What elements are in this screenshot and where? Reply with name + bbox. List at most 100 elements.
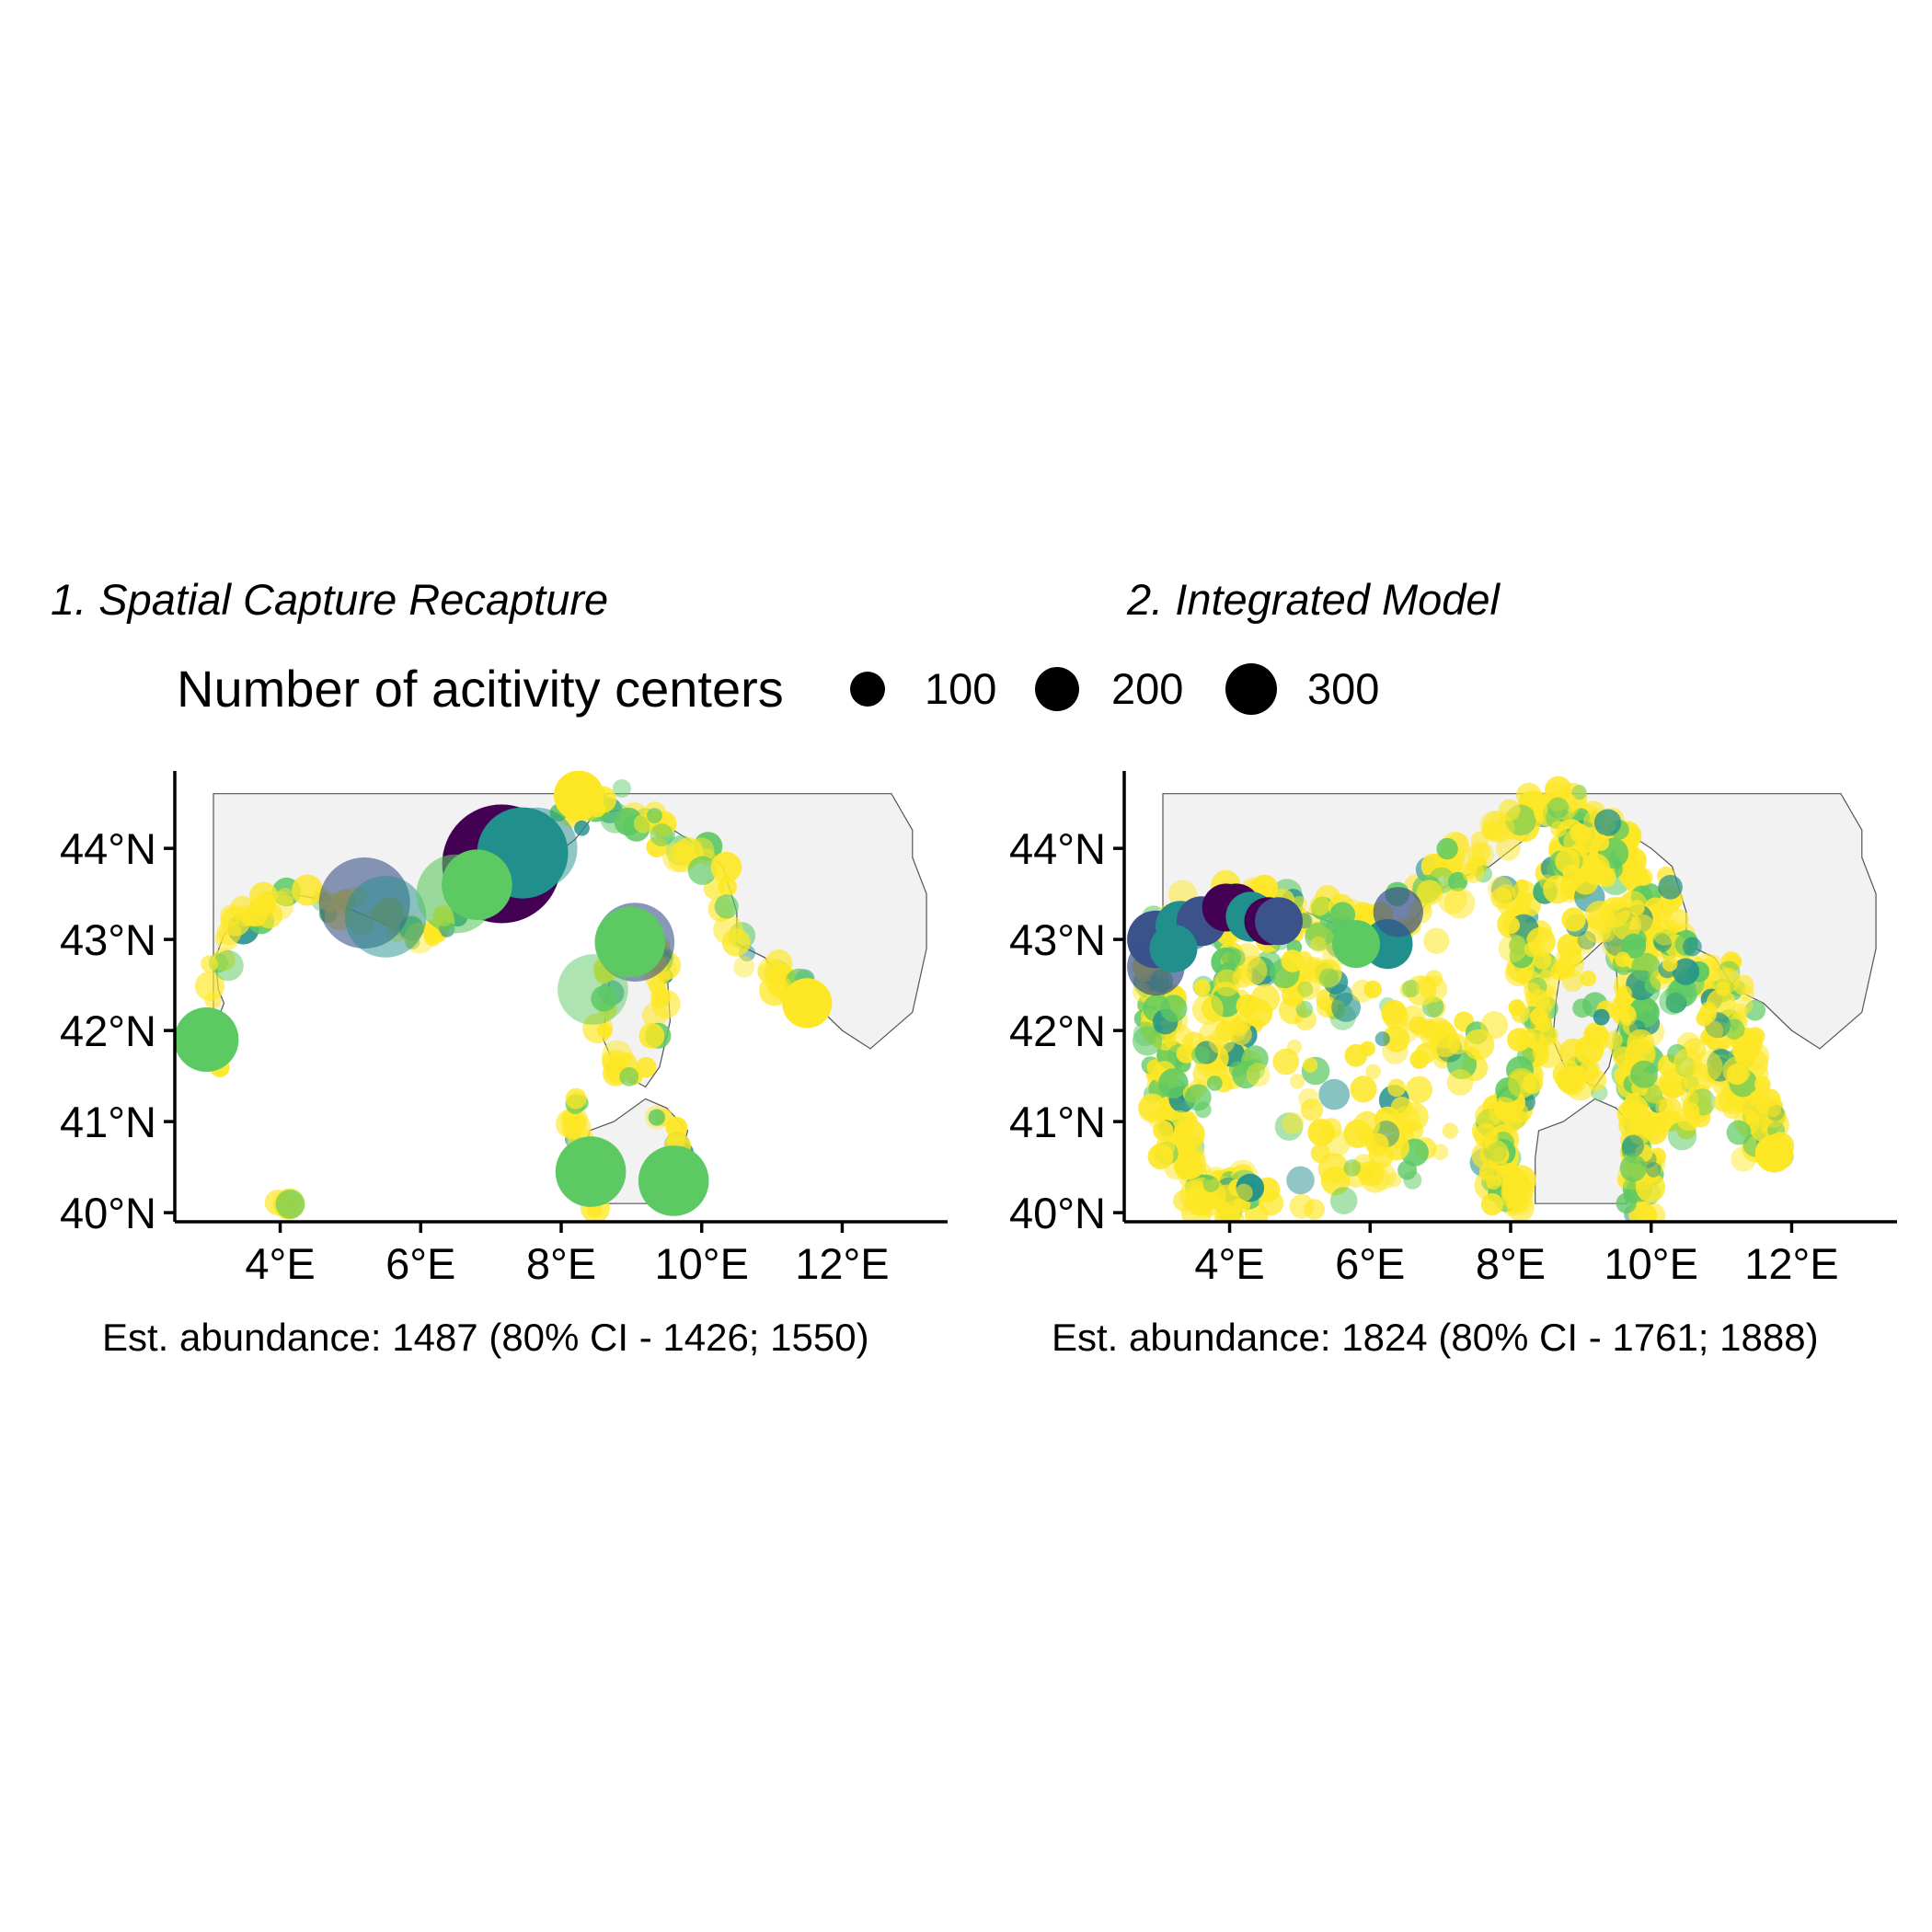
- activity-center-point: [1318, 1078, 1350, 1110]
- activity-center-point: [1692, 1051, 1723, 1082]
- y-tick-label: 40°N: [1009, 1189, 1106, 1237]
- y-tick-label: 44°N: [1009, 824, 1106, 873]
- activity-center-point: [1698, 1005, 1718, 1024]
- activity-center-point: [1443, 888, 1476, 919]
- legend-key-200: [1035, 667, 1079, 711]
- activity-center-point: [1416, 880, 1443, 906]
- activity-center-point: [1214, 1203, 1240, 1222]
- activity-center-point: [1507, 1028, 1531, 1052]
- activity-center-point: [1533, 951, 1552, 970]
- legend-title: Number of acitivity centers: [177, 660, 784, 718]
- activity-center-point: [1532, 1037, 1564, 1068]
- activity-center-point: [666, 1130, 686, 1149]
- activity-center-point: [1724, 1018, 1745, 1041]
- activity-center-point: [1495, 835, 1521, 861]
- activity-center-point: [1324, 1130, 1351, 1157]
- activity-center-point: [1653, 934, 1673, 952]
- activity-center-point: [1423, 927, 1450, 954]
- activity-center-point: [1431, 1022, 1457, 1049]
- activity-center-point: [565, 1087, 587, 1110]
- activity-center-point: [1470, 831, 1489, 850]
- activity-center-point: [1153, 1120, 1174, 1141]
- x-tick-label: 12°E: [795, 1239, 889, 1288]
- points-layer: [175, 771, 833, 1222]
- activity-center-highlight: [1754, 1134, 1794, 1173]
- activity-center-point: [1662, 956, 1678, 972]
- activity-center-point: [1731, 1035, 1760, 1064]
- activity-center-point: [1571, 1066, 1589, 1083]
- activity-center-point: [1343, 1119, 1373, 1148]
- activity-center-point: [565, 1114, 592, 1141]
- activity-center-point: [1401, 979, 1420, 998]
- activity-center-point: [423, 927, 443, 947]
- x-tick-label: 10°E: [655, 1239, 749, 1288]
- activity-center-point: [1726, 1063, 1749, 1086]
- activity-center-point: [650, 823, 673, 847]
- activity-center-point: [1286, 1040, 1302, 1055]
- activity-center-highlight: [1373, 887, 1423, 937]
- activity-center-point: [1403, 1170, 1422, 1190]
- activity-center-point: [1329, 1187, 1358, 1214]
- activity-center-point: [275, 1190, 305, 1219]
- activity-center-point: [1593, 1008, 1610, 1026]
- activity-center-point: [1409, 1016, 1428, 1035]
- activity-center-point: [1616, 985, 1632, 1002]
- activity-center-highlight: [175, 1007, 239, 1072]
- activity-center-point: [1206, 1075, 1223, 1091]
- activity-center-point: [1286, 1166, 1315, 1195]
- activity-center-point: [1282, 1112, 1305, 1134]
- activity-center-point: [1360, 1041, 1375, 1057]
- activity-center-point: [1329, 902, 1356, 927]
- activity-center-point: [1529, 1007, 1548, 1027]
- panel-2-caption: Est. abundance: 1824 (80% CI - 1761; 188…: [1052, 1316, 1819, 1359]
- activity-center-point: [201, 955, 219, 973]
- activity-center-point: [1495, 1077, 1521, 1103]
- activity-center-point: [1550, 821, 1568, 838]
- activity-center-point: [1646, 1162, 1662, 1178]
- activity-center-point: [1683, 1102, 1700, 1120]
- activity-center-point: [1485, 813, 1515, 844]
- activity-center-point: [1635, 868, 1653, 886]
- activity-center-point: [1310, 936, 1327, 953]
- activity-center-point: [1415, 1042, 1437, 1064]
- activity-center-point: [688, 837, 715, 864]
- activity-center-point: [1432, 1144, 1449, 1160]
- activity-center-point: [1383, 1025, 1410, 1052]
- activity-center-point: [1503, 1175, 1535, 1206]
- activity-center-highlight: [594, 906, 666, 978]
- activity-center-point: [276, 888, 294, 906]
- activity-center-point: [1173, 1190, 1195, 1212]
- activity-center-highlight: [558, 954, 628, 1025]
- activity-center-point: [1583, 1022, 1608, 1047]
- activity-center-point: [1191, 994, 1224, 1025]
- activity-center-point: [1592, 834, 1610, 852]
- activity-center-point: [1571, 785, 1587, 800]
- activity-center-point: [1298, 1087, 1320, 1110]
- activity-center-point: [648, 1109, 665, 1126]
- y-tick-label: 41°N: [60, 1098, 156, 1146]
- x-tick-label: 8°E: [1476, 1239, 1546, 1288]
- activity-center-point: [1627, 1029, 1654, 1056]
- activity-center-point: [1295, 975, 1321, 1000]
- activity-center-point: [1365, 1064, 1381, 1080]
- activity-center-point: [1213, 969, 1241, 997]
- activity-center-point: [1374, 1031, 1390, 1047]
- activity-center-highlight: [344, 876, 427, 958]
- activity-center-highlight: [1332, 920, 1380, 969]
- activity-center-point: [1159, 1140, 1175, 1156]
- activity-center-point: [1350, 1075, 1377, 1103]
- activity-center-point: [1617, 1005, 1637, 1023]
- y-tick-label: 40°N: [60, 1189, 156, 1237]
- activity-center-point: [1543, 875, 1572, 904]
- activity-center-point: [1663, 1078, 1682, 1097]
- legend-label-100: 100: [925, 664, 996, 713]
- activity-center-point: [1463, 1029, 1495, 1061]
- activity-center-point: [1304, 1199, 1325, 1220]
- activity-center-point: [1547, 797, 1569, 819]
- activity-center-point: [648, 976, 666, 995]
- activity-center-point: [1508, 999, 1526, 1017]
- activity-center-point: [638, 1023, 665, 1049]
- x-tick-label: 10°E: [1604, 1239, 1698, 1288]
- activity-center-point: [1281, 949, 1305, 972]
- activity-center-point: [619, 1067, 639, 1087]
